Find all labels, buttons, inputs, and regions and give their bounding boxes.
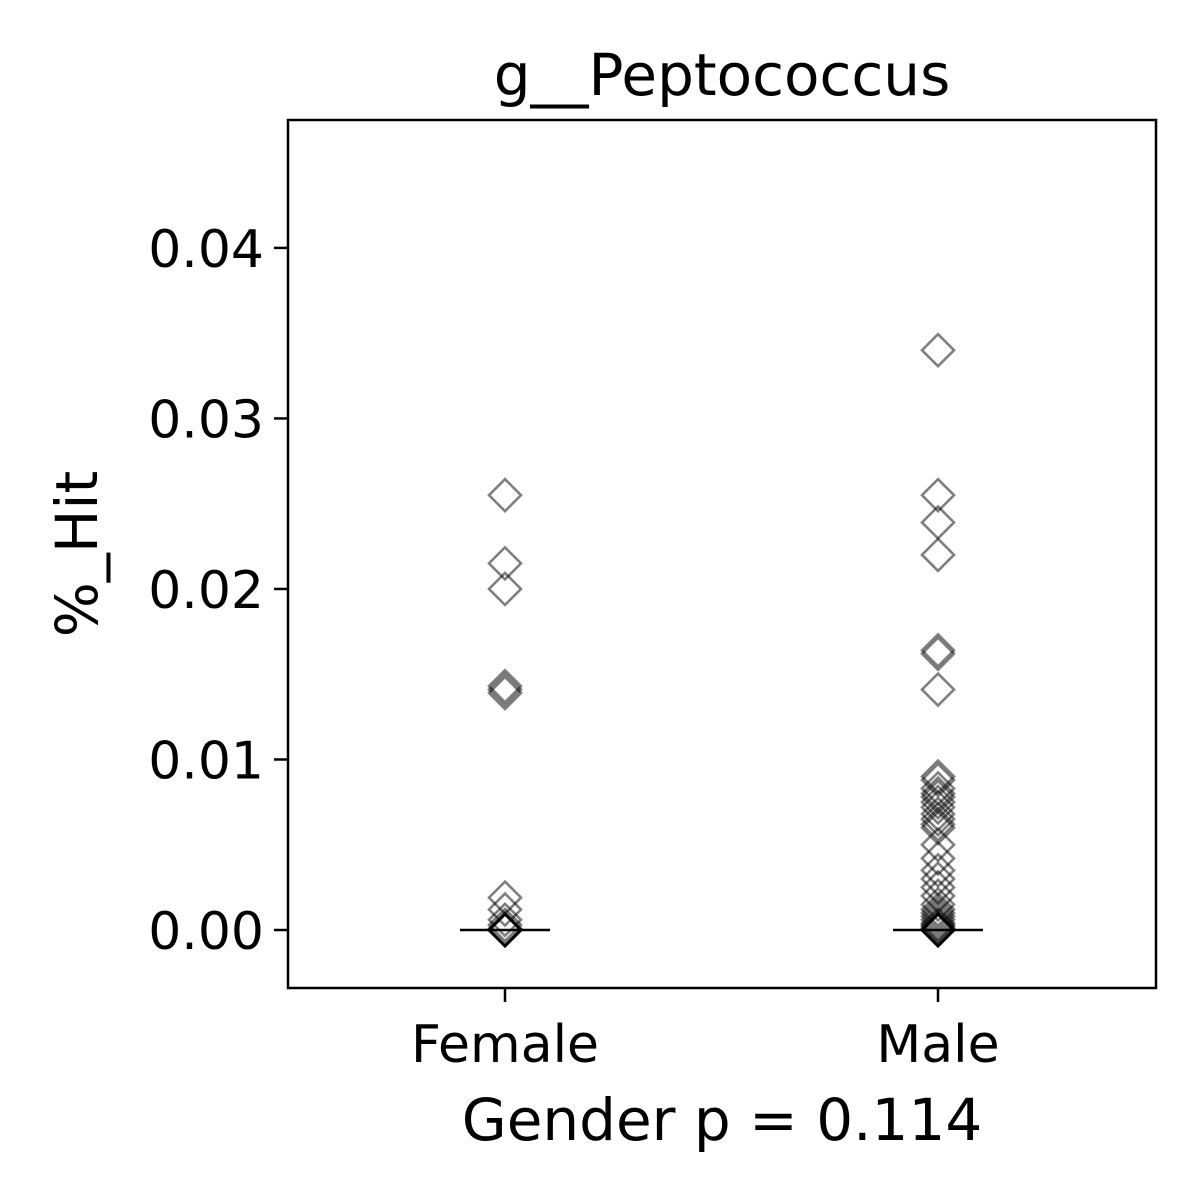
data-point — [487, 671, 523, 708]
y-tick-label: 0.01 — [148, 731, 264, 791]
y-axis-label: %_Hit — [43, 471, 111, 638]
data-point — [920, 671, 956, 708]
data-point — [920, 852, 956, 889]
y-tick-label: 0.02 — [148, 561, 264, 621]
data-point — [487, 891, 523, 928]
data-point — [920, 840, 956, 877]
data-point — [487, 477, 523, 514]
y-tick-label: 0.03 — [148, 390, 264, 450]
data-point — [920, 789, 956, 826]
y-axis: 0.00 0.01 0.02 0.03 0.04 — [148, 220, 288, 962]
data-point — [487, 545, 523, 582]
data-point — [920, 801, 956, 838]
data-point — [920, 886, 956, 923]
data-point — [487, 912, 523, 948]
x-axis: Female Male — [411, 988, 1000, 1075]
y-tick-label: 0.00 — [148, 902, 264, 962]
data-point — [920, 898, 956, 935]
data-point — [920, 891, 956, 928]
data-point — [920, 537, 956, 573]
data-point — [487, 901, 523, 938]
data-point — [920, 477, 956, 514]
data-point — [920, 784, 956, 820]
data-point — [487, 675, 523, 711]
data-point — [920, 635, 956, 672]
chart-title: g__Peptococcus — [494, 41, 951, 109]
data-points — [487, 332, 956, 948]
y-tick-label: 0.04 — [148, 220, 264, 280]
data-point — [487, 907, 523, 943]
data-point — [487, 571, 523, 607]
data-point — [920, 901, 956, 938]
data-point — [920, 895, 956, 931]
x-axis-label: Gender p = 0.114 — [462, 1086, 983, 1154]
x-tick-label: Female — [411, 1015, 599, 1075]
data-point — [920, 632, 956, 669]
data-point — [920, 912, 956, 948]
data-point — [920, 332, 956, 369]
data-point — [487, 668, 523, 704]
data-point — [920, 762, 956, 798]
x-tick-label: Male — [876, 1015, 999, 1075]
data-point — [920, 806, 956, 843]
plot-area — [286, 118, 1158, 990]
data-point — [920, 826, 956, 863]
